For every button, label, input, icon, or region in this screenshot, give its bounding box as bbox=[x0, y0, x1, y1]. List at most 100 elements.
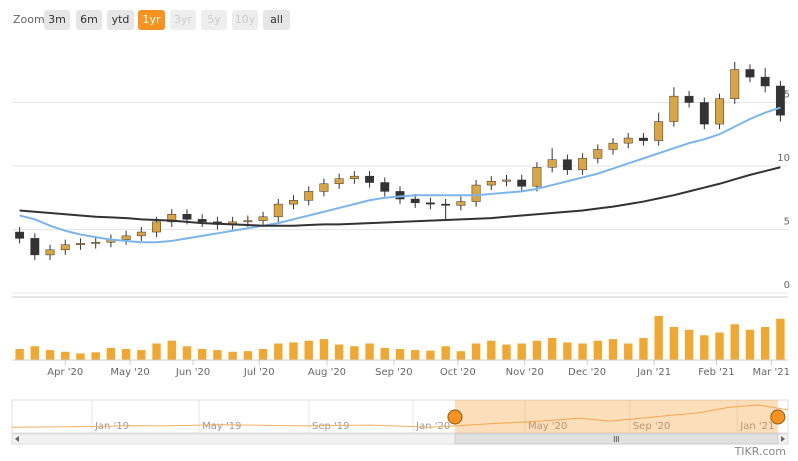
zoom-button bbox=[232, 10, 258, 30]
candle-body bbox=[304, 191, 314, 201]
volume-bar bbox=[137, 350, 146, 360]
zoom-button-label[interactable]: 6m bbox=[80, 13, 98, 26]
candle-body bbox=[486, 180, 496, 186]
volume-bar bbox=[654, 316, 663, 360]
candle-body bbox=[289, 200, 298, 205]
volume-bar bbox=[304, 340, 313, 360]
candle-body bbox=[121, 235, 131, 240]
candle-body bbox=[562, 159, 572, 171]
navigator-selection bbox=[454, 400, 778, 433]
zoom-button[interactable] bbox=[76, 10, 102, 30]
volume-bar bbox=[45, 350, 55, 360]
zoom-button-label[interactable]: ytd bbox=[112, 13, 130, 26]
navigator-handle[interactable] bbox=[447, 409, 463, 425]
candle-body bbox=[136, 231, 146, 237]
candle-body bbox=[91, 241, 101, 244]
candle-body bbox=[319, 183, 329, 192]
zoom-button[interactable] bbox=[107, 10, 134, 30]
volume-bar bbox=[319, 339, 329, 360]
y-tick-label: 0 bbox=[784, 280, 790, 291]
volume-bar bbox=[411, 350, 420, 360]
navigator-tick-label: May '20 bbox=[528, 421, 567, 432]
zoom-button[interactable] bbox=[44, 10, 70, 30]
candle-body bbox=[182, 214, 192, 220]
candle-body bbox=[502, 179, 511, 182]
navigator-tick-label: Jan '20 bbox=[415, 421, 450, 432]
x-tick-label: Feb '21 bbox=[698, 367, 734, 378]
navigator-tick-label: Jan '21 bbox=[739, 421, 774, 432]
volume-bar bbox=[563, 342, 572, 360]
watermark: TIKR.com bbox=[734, 445, 786, 458]
zoom-button[interactable] bbox=[263, 10, 290, 30]
x-tick-label: Sep '20 bbox=[375, 367, 413, 378]
volume-bar bbox=[213, 350, 222, 360]
volume-bar bbox=[61, 351, 70, 360]
candle-body bbox=[273, 203, 283, 218]
candle-body bbox=[334, 178, 344, 185]
volume-bar bbox=[487, 340, 496, 360]
scrollbar-track bbox=[11, 433, 789, 445]
zoom-button-label[interactable]: 3m bbox=[48, 13, 66, 26]
candle-body bbox=[380, 182, 390, 192]
candle-body bbox=[593, 149, 603, 159]
candle-body bbox=[608, 142, 618, 150]
x-tick-label: Jan '21 bbox=[636, 367, 671, 378]
candle-body bbox=[30, 238, 40, 256]
candle-body bbox=[699, 102, 709, 125]
volume-bar bbox=[593, 340, 602, 360]
navigator-tick-label: Sep '20 bbox=[633, 421, 671, 432]
volume-bar bbox=[684, 329, 694, 360]
candle-body bbox=[684, 95, 694, 103]
volume-bar bbox=[441, 346, 450, 360]
y-tick-label: 5 bbox=[784, 217, 790, 228]
candle-body bbox=[623, 137, 633, 144]
volume-bar bbox=[365, 343, 374, 360]
zoom-button-label[interactable]: all bbox=[270, 13, 283, 26]
volume-bar bbox=[776, 318, 785, 360]
x-tick-label: Oct '20 bbox=[440, 367, 476, 378]
candle-body bbox=[425, 202, 435, 205]
zoom-button bbox=[201, 10, 227, 30]
candle-body bbox=[760, 76, 770, 87]
volume-bar bbox=[547, 338, 557, 360]
candle-body bbox=[410, 198, 420, 204]
volume-bar bbox=[502, 344, 511, 360]
volume-bar bbox=[608, 339, 618, 360]
zoom-button-label: 10y bbox=[235, 13, 256, 26]
candle-body bbox=[639, 137, 648, 141]
scrollbar-right-arrow[interactable] bbox=[781, 436, 785, 442]
volume-bar bbox=[152, 343, 161, 360]
volume-bar bbox=[289, 342, 298, 360]
volume-bar bbox=[745, 329, 755, 360]
volume-bar bbox=[350, 346, 359, 360]
volume-bar bbox=[15, 349, 24, 360]
candle-body bbox=[45, 249, 55, 256]
candle-body bbox=[730, 69, 740, 99]
volume-bar bbox=[243, 351, 253, 360]
zoom-button-label[interactable]: 1yr bbox=[142, 13, 161, 26]
candle-body bbox=[60, 244, 70, 251]
volume-bar bbox=[517, 343, 526, 360]
candle-body bbox=[578, 158, 588, 171]
navigator-tick-label: May '19 bbox=[202, 421, 241, 432]
candle-body bbox=[76, 243, 85, 245]
candle-body bbox=[258, 216, 268, 221]
moving-average bbox=[19, 166, 781, 227]
zoom-button[interactable] bbox=[138, 10, 165, 30]
x-tick-label: Dec '20 bbox=[568, 367, 606, 378]
candle-body bbox=[471, 184, 481, 202]
volume-bar bbox=[669, 327, 679, 360]
candle-body bbox=[152, 221, 161, 233]
navigator-line bbox=[11, 404, 789, 428]
navigator-handle[interactable] bbox=[770, 409, 786, 425]
volume-bar bbox=[258, 349, 268, 360]
y-tick-label: 10 bbox=[777, 153, 790, 164]
volume-bar bbox=[167, 340, 176, 360]
volume-bar bbox=[760, 327, 770, 360]
volume-bar bbox=[198, 349, 207, 360]
candle-body bbox=[15, 231, 25, 239]
volume-bar bbox=[532, 340, 542, 360]
volume-bar bbox=[91, 352, 100, 360]
scrollbar-left-arrow[interactable] bbox=[15, 436, 19, 442]
candle-body bbox=[532, 167, 542, 187]
